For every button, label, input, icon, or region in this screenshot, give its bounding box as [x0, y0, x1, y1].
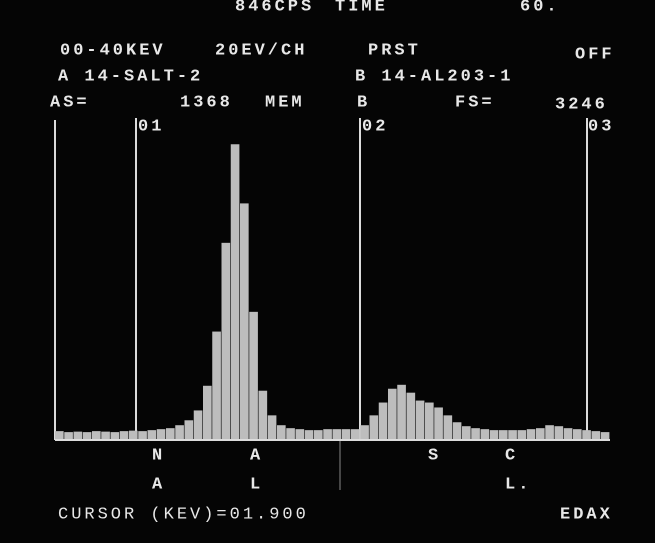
spectrum-bar — [323, 429, 332, 440]
spectrum-bar — [600, 432, 610, 440]
spectrum-bar — [249, 311, 258, 440]
spectrum-bar — [110, 432, 120, 440]
channel-width: 20EV/CH — [215, 41, 307, 60]
spectrum-bar — [73, 431, 83, 440]
spectrum-bar — [406, 392, 416, 440]
spectrum-bar — [175, 425, 184, 440]
spectrum-bar — [591, 431, 601, 440]
marker-label: 03 — [588, 117, 614, 136]
spectrum-bar — [378, 402, 388, 440]
spectrum-bar — [147, 430, 157, 440]
spectrum-bar — [258, 390, 268, 440]
spectrum-bar — [388, 388, 397, 440]
spectrum-bar — [415, 400, 425, 440]
spectrum-bar — [536, 428, 545, 440]
spectrum-bar — [295, 429, 305, 440]
element-label: L — [250, 475, 263, 494]
as-label: AS= — [50, 93, 90, 112]
marker-label: 01 — [138, 117, 164, 136]
spectrum-bar — [101, 431, 110, 440]
spectrum-bar — [277, 425, 286, 440]
spectrum-bar — [184, 420, 194, 440]
spectrum-bar — [119, 431, 129, 440]
spectrum-bar — [212, 331, 221, 440]
spectrum-bar — [563, 428, 573, 440]
element-label: A — [250, 446, 263, 465]
cursor-readout: CURSOR (KEV)=01.900 — [58, 505, 309, 524]
spectrum-bar — [573, 429, 582, 440]
spectrum-bar — [369, 415, 379, 440]
spectrum-bar — [545, 425, 554, 440]
element-label: S — [428, 446, 441, 465]
preset: PRST — [368, 41, 421, 60]
fs-value: 3246 — [555, 95, 608, 114]
spectrum-bar — [286, 428, 295, 440]
spectrum-bar — [480, 429, 490, 440]
spectrum-bar — [314, 430, 323, 440]
spectrum-bar — [129, 430, 138, 440]
spectrum-bar — [499, 430, 508, 440]
memory: MEM — [265, 93, 305, 112]
spectrum-bar — [304, 430, 314, 440]
fs-label: FS= — [455, 93, 495, 112]
spectrum-bar — [64, 432, 73, 440]
element-label: A — [152, 475, 165, 494]
sample-a: A 14-SALT-2 — [58, 67, 203, 86]
spectrum-bar — [360, 425, 369, 440]
spectrum-bar — [526, 429, 536, 440]
spectrum-bar — [55, 431, 64, 440]
sample-b: B 14-AL203-1 — [355, 67, 513, 86]
spectrum-bar — [582, 430, 591, 440]
spectrum-bar — [351, 429, 360, 440]
spectrum-bar — [221, 242, 231, 440]
element-label: L. — [505, 475, 531, 494]
spectrum-bar — [240, 203, 249, 440]
spectrum-bar — [425, 402, 434, 440]
spectrum-bar — [341, 429, 351, 440]
energy-range: 00-40KEV — [60, 41, 166, 60]
brand: EDAX — [560, 505, 613, 524]
spectrum-bar — [517, 430, 527, 440]
spectrum-bar — [92, 431, 101, 440]
spectrum-bar — [138, 431, 147, 440]
spectrum-bar — [452, 422, 462, 440]
as-value: 1368 — [180, 93, 233, 112]
spectrum-bar — [156, 429, 166, 440]
spectrum-bar — [267, 415, 277, 440]
memory-b: B — [357, 93, 370, 112]
spectrum-bar — [203, 385, 212, 440]
spectrum-bar — [166, 428, 175, 440]
spectrum-bar — [193, 410, 203, 440]
spectrum-bar — [554, 426, 564, 440]
spectrum-bar — [462, 426, 471, 440]
time-label: TIME — [335, 0, 388, 16]
spectrum-bar — [332, 429, 342, 440]
spectrum-bar — [230, 144, 240, 440]
spectrum-bar — [434, 407, 443, 440]
preset-mode: OFF — [575, 45, 615, 64]
spectrum-bar — [443, 415, 453, 440]
marker-label: 02 — [362, 117, 388, 136]
element-label: N — [152, 446, 165, 465]
time-value: 60. — [520, 0, 560, 16]
spectrum-bar — [471, 428, 480, 440]
spectrum-bar — [508, 430, 517, 440]
count-rate: 846CPS — [235, 0, 314, 16]
element-label: C — [505, 446, 518, 465]
spectrum-bar — [489, 430, 499, 440]
spectrum-bar — [397, 384, 406, 440]
spectrum-bar — [82, 432, 92, 440]
